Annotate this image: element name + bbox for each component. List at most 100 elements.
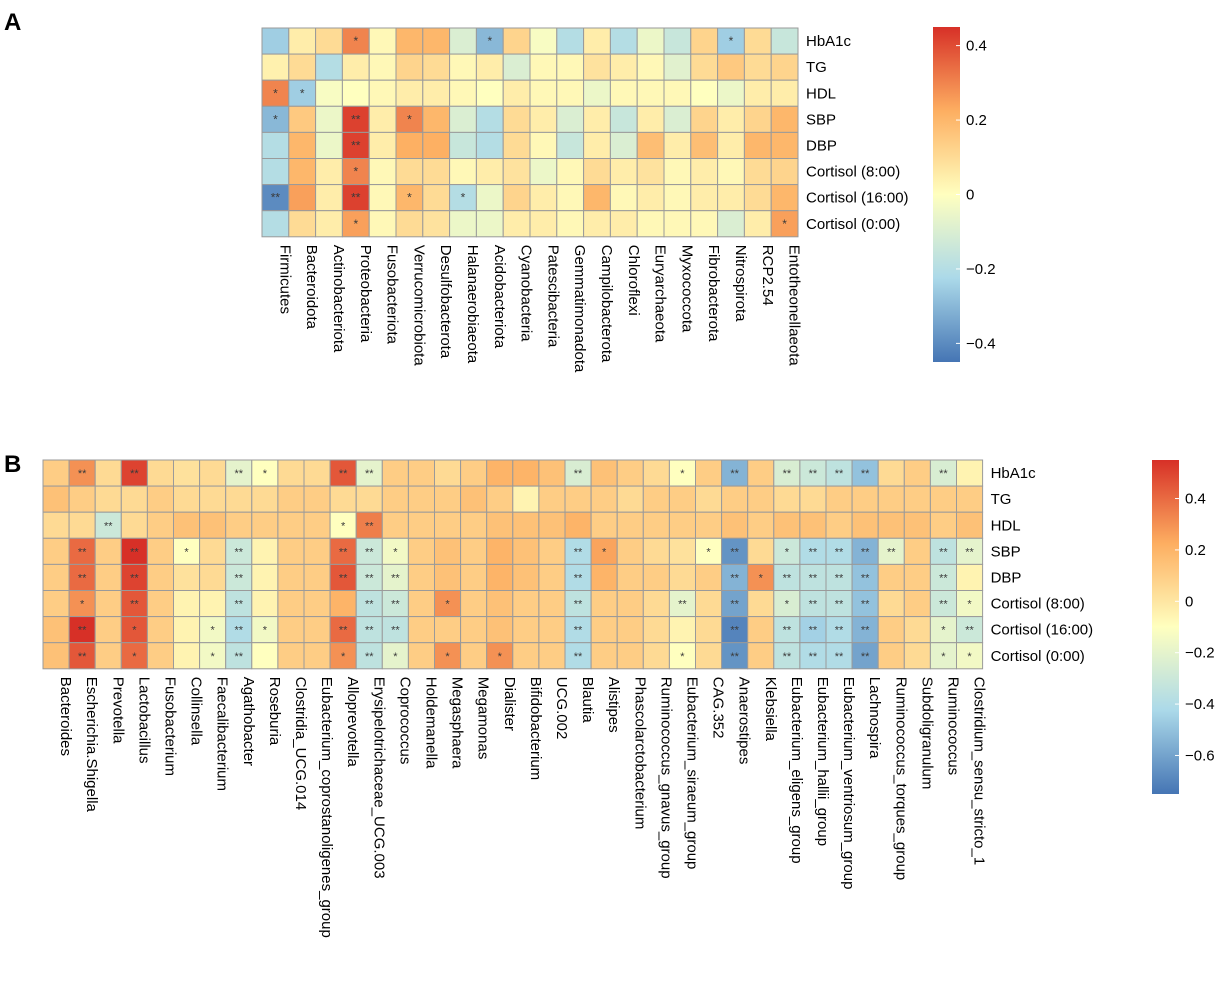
- significance-mark: **: [809, 625, 818, 637]
- heatmap-cell: [583, 79, 611, 107]
- heatmap-cell: [717, 131, 745, 159]
- heatmap-cell: [616, 563, 644, 592]
- significance-mark: **: [861, 572, 870, 584]
- heatmap-cell: [355, 459, 383, 487]
- significance-mark: *: [445, 599, 450, 611]
- significance-mark: **: [78, 625, 87, 637]
- column-label: Clostridia_UCG.014: [292, 677, 309, 810]
- heatmap-cell: [94, 459, 122, 487]
- heatmap-cell: [773, 537, 801, 565]
- column-label: Dialister: [501, 677, 518, 731]
- column-label: Lactobacillus: [135, 677, 152, 764]
- heatmap-cell: [251, 459, 279, 487]
- heatmap-cell: [556, 105, 585, 133]
- significance-mark: *: [445, 651, 450, 663]
- heatmap-cell: [42, 616, 70, 644]
- heatmap-cell: [903, 537, 931, 565]
- heatmap-cell: [94, 590, 122, 618]
- heatmap-cell: [799, 511, 827, 539]
- heatmap-cell: [251, 511, 279, 539]
- significance-mark: **: [391, 625, 400, 637]
- heatmap-cell: [303, 459, 331, 487]
- significance-mark: **: [835, 572, 844, 584]
- column-label: Megasphaera: [449, 677, 466, 769]
- heatmap-cell: [407, 511, 435, 539]
- heatmap-cell: [407, 642, 435, 670]
- column-label: Verrucomicrobiota: [410, 245, 427, 367]
- significance-mark: *: [967, 599, 972, 611]
- heatmap-cell: [583, 210, 611, 238]
- colorbar-tick-label: −0.2: [1185, 645, 1215, 662]
- significance-mark: **: [234, 572, 243, 584]
- significance-mark: **: [574, 468, 583, 480]
- significance-mark: **: [939, 546, 948, 558]
- heatmap-cell: [690, 53, 719, 81]
- heatmap-cell: [475, 131, 504, 159]
- heatmap-cell: [42, 537, 70, 565]
- column-label: Eubacterium_siraeum_group: [683, 677, 700, 870]
- heatmap-cell: [877, 537, 905, 565]
- column-label: Firmicutes: [276, 245, 293, 314]
- heatmap-cell: [407, 590, 435, 618]
- heatmap-cell: [341, 79, 370, 107]
- significance-mark: **: [234, 625, 243, 637]
- column-label: Halanaerobiaeota: [464, 245, 481, 364]
- heatmap-cell: [770, 184, 799, 212]
- heatmap-cell: [903, 642, 931, 670]
- column-label: Clostridium_sensu_stricto_1: [971, 677, 988, 865]
- heatmap-cell: [668, 511, 697, 539]
- heatmap-cell: [173, 616, 201, 644]
- heatmap-cell: [460, 537, 488, 565]
- row-label: TG: [991, 491, 1012, 508]
- heatmap-cell: [460, 590, 488, 618]
- heatmap-cell: [407, 459, 435, 487]
- row-label: HDL: [991, 517, 1021, 534]
- heatmap-cell: [395, 131, 424, 159]
- heatmap-cell: [94, 563, 122, 592]
- heatmap-cell: [825, 537, 853, 565]
- column-label: Bacteroidota: [303, 245, 320, 330]
- heatmap-cell: [773, 485, 801, 513]
- heatmap-cell: [146, 511, 174, 539]
- heatmap-cell: [225, 642, 253, 670]
- heatmap-cell: [877, 563, 905, 592]
- heatmap-cell: [538, 642, 566, 670]
- column-label: Bifidobacterium: [527, 677, 544, 780]
- heatmap-cell: [668, 563, 697, 592]
- heatmap-cell: [449, 27, 477, 55]
- significance-mark: **: [365, 599, 374, 611]
- heatmap-cell: [538, 511, 566, 539]
- panel-label: A: [4, 9, 21, 36]
- heatmap-cell: [538, 616, 566, 644]
- heatmap-cell: [529, 105, 558, 133]
- heatmap-cell: [564, 511, 592, 539]
- heatmap-cell: [395, 210, 424, 238]
- heatmap-cell: [434, 459, 462, 487]
- significance-mark: **: [574, 651, 583, 663]
- column-label: Blautia: [579, 677, 596, 724]
- heatmap-cell: [717, 105, 745, 133]
- significance-mark: *: [407, 191, 412, 205]
- significance-mark: *: [407, 112, 412, 126]
- heatmap-cell: [475, 184, 504, 212]
- significance-mark: *: [132, 651, 137, 663]
- significance-mark: **: [730, 651, 739, 663]
- heatmap-cell: [449, 79, 477, 107]
- heatmap-cell: [743, 53, 772, 81]
- heatmap-cell: [690, 79, 719, 107]
- heatmap-cell: [368, 210, 397, 238]
- heatmap-cell: [42, 459, 70, 487]
- significance-mark: **: [365, 546, 374, 558]
- heatmap-cell: [146, 459, 174, 487]
- heatmap-cell: [747, 642, 775, 670]
- colorbar-tick-label: 0.4: [1185, 491, 1206, 508]
- significance-mark: **: [234, 546, 243, 558]
- heatmap-cell: [690, 131, 719, 159]
- significance-mark: **: [730, 625, 739, 637]
- heatmap-cell: [825, 642, 853, 670]
- heatmap-cell: [583, 184, 611, 212]
- column-label: Proteobacteria: [357, 245, 374, 343]
- heatmap-cell: [512, 563, 540, 592]
- column-label: Lachnospira: [866, 677, 883, 759]
- heatmap-cell: [609, 53, 638, 81]
